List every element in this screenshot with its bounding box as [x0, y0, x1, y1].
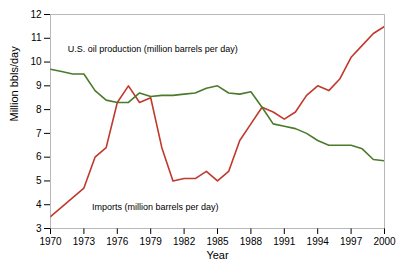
svg-text:Year: Year [206, 249, 229, 261]
svg-text:8: 8 [36, 104, 42, 115]
svg-text:1973: 1973 [73, 236, 96, 247]
svg-text:1994: 1994 [307, 236, 330, 247]
svg-text:1997: 1997 [340, 236, 363, 247]
svg-text:Imports (million barrels per d: Imports (million barrels per day) [92, 202, 219, 212]
svg-text:3: 3 [36, 223, 42, 234]
svg-text:1985: 1985 [206, 236, 229, 247]
svg-text:1976: 1976 [106, 236, 129, 247]
svg-text:1979: 1979 [140, 236, 163, 247]
svg-text:12: 12 [30, 9, 42, 20]
svg-text:1991: 1991 [273, 236, 296, 247]
svg-text:6: 6 [36, 151, 42, 162]
svg-text:11: 11 [31, 32, 42, 43]
svg-text:9: 9 [36, 80, 42, 91]
svg-text:1982: 1982 [173, 236, 196, 247]
svg-text:7: 7 [36, 128, 42, 139]
svg-text:5: 5 [36, 175, 42, 186]
svg-text:1988: 1988 [240, 236, 263, 247]
svg-text:10: 10 [30, 56, 42, 67]
svg-text:2000: 2000 [373, 236, 396, 247]
svg-text:Million bbls/day: Million bbls/day [8, 46, 20, 122]
svg-text:4: 4 [36, 199, 42, 210]
svg-text:1970: 1970 [39, 236, 62, 247]
svg-text:U.S. oil production (million b: U.S. oil production (million barrels per… [68, 44, 238, 54]
